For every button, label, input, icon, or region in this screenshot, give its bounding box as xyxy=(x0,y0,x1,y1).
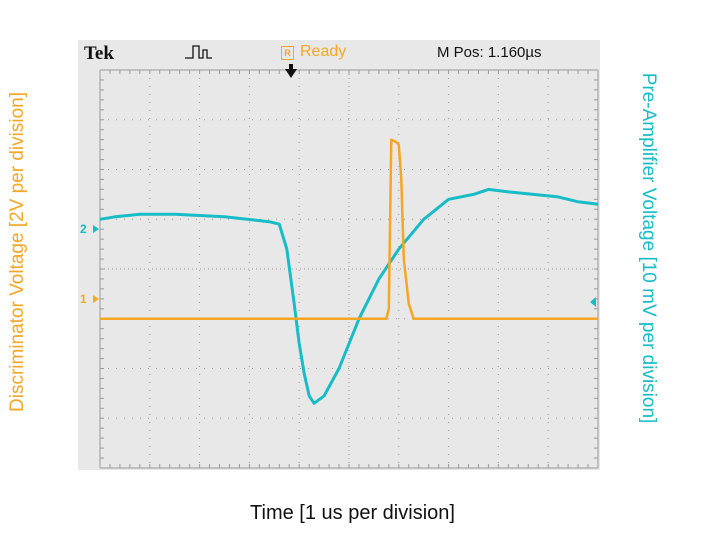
graticule xyxy=(99,69,599,469)
discriminator-trace xyxy=(100,138,598,321)
status-indicator-icon: R xyxy=(281,46,294,60)
oscilloscope-screen xyxy=(78,40,600,470)
header-icons xyxy=(93,45,596,307)
trigger-pulse-icon xyxy=(185,45,212,59)
position-readout: M Pos: 1.160µs xyxy=(437,44,542,61)
channel2-marker-arrow-icon xyxy=(93,225,99,233)
status-text: Ready xyxy=(300,43,347,60)
x-axis-label: Time [1 us per division] xyxy=(250,502,455,524)
brand-logo: Tek xyxy=(84,43,114,64)
trigger-position-arrow-icon xyxy=(285,64,297,78)
channel2-marker: 2 xyxy=(80,222,87,236)
preamp-trace xyxy=(99,187,599,405)
channel1-marker-arrow-icon xyxy=(93,295,99,303)
waveforms xyxy=(99,138,599,405)
trigger-level-marker-icon xyxy=(590,297,596,307)
channel1-marker: 1 xyxy=(80,292,87,306)
